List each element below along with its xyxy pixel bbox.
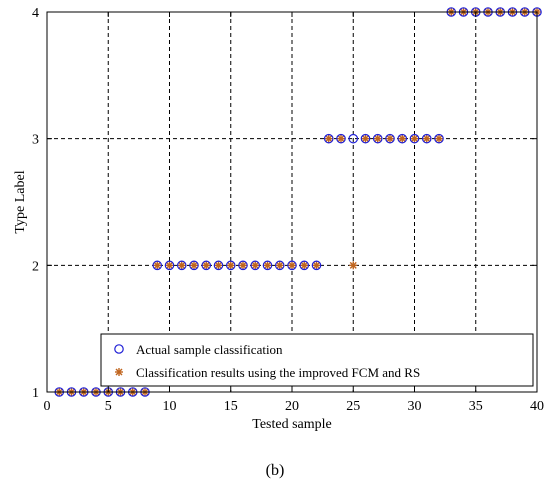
point-actual-classification [287,260,297,271]
point-actual-classification [262,260,273,271]
point-classification-result [324,134,333,143]
point-actual-classification [201,260,212,271]
legend: Actual sample classification Classificat… [100,333,534,387]
x-tick-label: 35 [469,399,483,414]
point-actual-classification [385,133,395,144]
point-classification-result [190,261,198,270]
point-actual-classification [434,133,444,144]
x-tick-label: 30 [408,399,422,414]
point-classification-result [165,261,174,270]
point-actual-classification [213,260,224,271]
x-axis-label: Tested sample [252,417,332,432]
point-classification-result [422,134,431,143]
point-actual-classification [225,260,236,271]
point-actual-classification [189,260,199,271]
y-tick-label: 4 [32,6,39,21]
y-tick-label: 2 [32,259,39,274]
point-actual-classification [372,133,383,144]
point-actual-classification [250,260,261,271]
point-classification-result [177,261,186,270]
x-tick-label: 15 [224,399,238,414]
point-classification-result [214,261,223,270]
point-classification-result [312,261,321,270]
point-actual-classification [311,260,322,271]
point-actual-classification [164,260,175,271]
point-classification-result [337,134,345,143]
x-tick-label: 25 [346,399,360,414]
point-classification-result [300,261,309,270]
point-classification-result [386,134,394,143]
x-tick-label: 10 [163,399,177,414]
y-tick-label: 3 [32,133,39,148]
legend-marker-actual [114,344,124,354]
point-actual-classification [152,260,163,271]
point-actual-classification [274,260,285,271]
point-classification-result [361,134,370,143]
axis-ticks: 0 5 10 15 20 25 30 35 40 1 2 3 4 [32,6,544,414]
point-classification-result [202,261,211,270]
point-classification-result [398,134,407,143]
legend-label-classification: Classification results using the improve… [136,365,420,380]
legend-marker-classification [115,368,123,376]
point-actual-classification [299,260,310,271]
point-actual-classification [421,133,432,144]
point-classification-result [373,134,382,143]
legend-label-actual: Actual sample classification [136,342,283,357]
point-actual-classification [409,133,420,144]
x-tick-label: 5 [105,399,112,414]
point-actual-classification [176,260,187,271]
point-classification-result [410,134,419,143]
x-tick-label: 0 [44,399,51,414]
point-actual-classification [323,133,334,144]
point-actual-classification [348,133,359,144]
point-classification-result [288,261,296,270]
legend-circle-marker [114,344,124,354]
point-classification-result [349,261,358,270]
point-actual-classification [360,133,371,144]
x-tick-label: 40 [530,399,544,414]
point-classification-result [435,134,443,143]
y-axis-label: Type Label [13,170,28,233]
point-classification-result [226,261,235,270]
legend-star-marker [115,368,123,376]
x-tick-label: 20 [285,399,299,414]
point-classification-result [275,261,284,270]
point-classification-result [251,261,260,270]
point-classification-result [239,261,247,270]
point-classification-result [153,261,162,270]
point-actual-classification [336,133,346,144]
y-tick-label: 1 [32,386,39,401]
figure-caption: (b) [265,462,285,479]
legend-box [100,333,534,387]
scatter-chart: 0 5 10 15 20 25 30 35 40 1 2 3 4 Tested sample Type … [13,6,544,432]
point-classification-result [263,261,272,270]
point-actual-classification [397,133,408,144]
point-actual-classification [238,260,248,271]
